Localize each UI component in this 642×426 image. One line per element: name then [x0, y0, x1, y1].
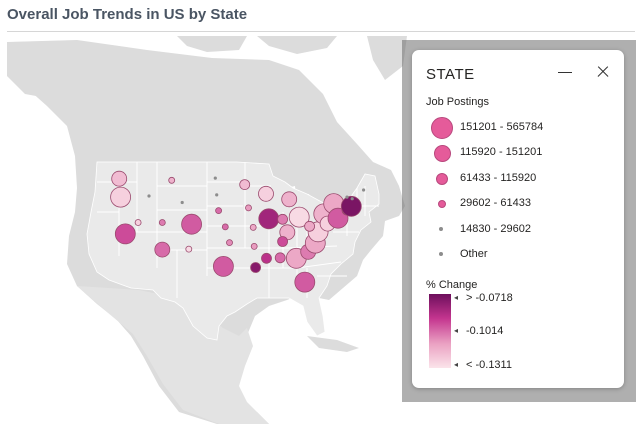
state-bubble[interactable]: [288, 206, 310, 228]
size-legend-item: Other: [426, 242, 616, 268]
state-bubble[interactable]: [239, 179, 251, 191]
state-bubble[interactable]: [226, 239, 233, 247]
state-bubble[interactable]: [350, 197, 354, 201]
state-bubble[interactable]: [154, 241, 171, 258]
size-legend-label: 151201 - 565784: [460, 120, 544, 133]
state-bubble[interactable]: [158, 219, 166, 226]
state-bubble[interactable]: [250, 242, 258, 250]
state-bubble[interactable]: [215, 193, 219, 197]
alaska-landmass: [7, 66, 57, 98]
color-gradient-bar: [429, 294, 451, 368]
state-bubble[interactable]: [277, 213, 289, 225]
size-legend-label: Other: [460, 248, 488, 261]
state-bubble[interactable]: [213, 176, 217, 180]
state-bubble[interactable]: [221, 223, 229, 231]
state-bubble[interactable]: [258, 208, 280, 230]
state-bubble[interactable]: [114, 223, 136, 245]
state-bubble[interactable]: [261, 252, 272, 264]
size-legend-item: 61433 - 115920: [426, 165, 616, 191]
state-bubble[interactable]: [250, 262, 262, 273]
canadian-islands: [177, 36, 337, 54]
size-legend-label: 29602 - 61433: [460, 197, 531, 210]
state-bubble[interactable]: [181, 213, 203, 235]
state-bubble[interactable]: [215, 207, 223, 215]
size-legend-label: 14830 - 29602: [460, 222, 531, 235]
size-legend-label: 61433 - 115920: [460, 171, 537, 184]
state-bubble[interactable]: [168, 176, 176, 184]
state-bubble[interactable]: [258, 185, 274, 202]
state-bubble[interactable]: [185, 245, 193, 253]
size-legend-item: 151201 - 565784: [426, 114, 616, 140]
size-legend-item: 115920 - 151201: [426, 140, 616, 166]
state-bubble[interactable]: [277, 236, 289, 247]
size-legend-dot: [439, 226, 443, 231]
state-bubble[interactable]: [110, 186, 131, 208]
color-legend-title: % Change: [426, 279, 478, 291]
state-bubble[interactable]: [180, 200, 184, 205]
gradient-label-bottom: < -0.1311: [466, 359, 512, 371]
size-legend-dot: [431, 116, 453, 139]
report-title: Overall Job Trends in US by State: [7, 6, 248, 23]
state-bubbles: [110, 170, 366, 293]
mexico-landmass: [77, 286, 269, 424]
gradient-tick-top: ◂: [454, 293, 459, 302]
size-legend-dot: [438, 200, 446, 209]
state-bubble[interactable]: [362, 188, 366, 192]
state-bubble[interactable]: [345, 195, 349, 199]
state-bubble[interactable]: [274, 252, 286, 264]
size-legend-item: 29602 - 61433: [426, 191, 616, 217]
gradient-label-top: > -0.0718: [466, 292, 513, 304]
size-legend-item: 14830 - 29602: [426, 216, 616, 242]
gradient-label-mid: -0.1014: [466, 325, 504, 337]
gradient-tick-mid: ◂: [454, 326, 459, 335]
size-legend-dot: [433, 144, 451, 162]
title-divider: [7, 31, 635, 32]
legend-panel: STATE Job Postings 151201 - 565784 115920…: [412, 50, 624, 388]
state-bubble[interactable]: [245, 204, 252, 212]
size-legend-title: Job Postings: [426, 96, 489, 108]
state-bubble[interactable]: [134, 219, 142, 226]
gradient-tick-bottom: ◂: [454, 360, 459, 369]
state-bubble[interactable]: [340, 195, 362, 217]
size-legend-dot: [436, 172, 448, 185]
legend-title: STATE: [426, 66, 475, 83]
cuba-landmass: [307, 336, 359, 352]
size-legend-label: 115920 - 151201: [460, 146, 543, 159]
state-bubble[interactable]: [111, 170, 128, 187]
state-bubble[interactable]: [304, 220, 316, 232]
greenland-landmass: [367, 36, 407, 80]
minimize-icon[interactable]: [555, 67, 575, 79]
size-legend: 151201 - 565784 115920 - 151201 61433 - 11…: [426, 114, 616, 267]
close-icon[interactable]: [595, 64, 611, 80]
state-bubble[interactable]: [249, 223, 257, 231]
size-legend-dot: [439, 252, 443, 257]
state-bubble[interactable]: [212, 255, 234, 277]
state-bubble[interactable]: [147, 194, 151, 198]
state-bubble[interactable]: [294, 271, 316, 293]
state-bubble[interactable]: [281, 191, 298, 208]
